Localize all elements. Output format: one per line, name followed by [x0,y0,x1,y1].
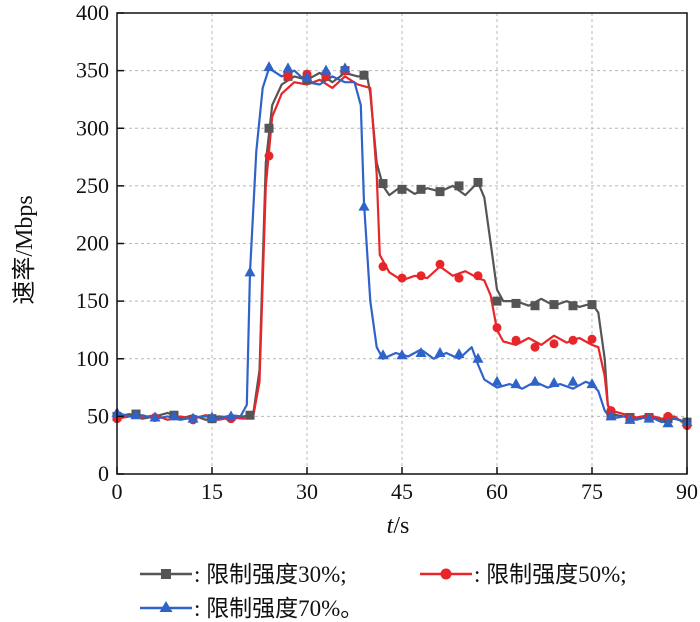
grid-lines [117,13,687,474]
data-point-70 [510,378,522,389]
x-tick-label: 15 [201,479,223,504]
data-point-70 [662,417,674,428]
data-point-70 [567,375,579,386]
x-tick-label: 60 [486,479,508,504]
data-point-50 [663,411,673,421]
axis-ticks: 0 15 30 45 60 75 90 0 50 100 150 200 250 300 350 400 [76,0,698,504]
data-point-30 [568,301,578,311]
y-tick-label: 300 [76,115,109,140]
data-point-30 [587,300,597,310]
data-point-50 [435,259,445,269]
legend-marker-circle [440,568,452,580]
data-point-30 [435,187,445,197]
data-point-30 [378,179,388,189]
data-point-30 [530,301,540,311]
data-point-70 [548,376,560,387]
legend-marker-square [161,569,171,579]
data-point-30 [454,181,464,191]
data-point-70 [282,62,294,73]
x-axis-title: t/s [387,513,410,539]
data-point-50 [378,262,388,272]
data-point-70 [206,411,218,422]
x-axis-title-variable: t [387,513,395,539]
y-axis-title: 速率/Mbps [11,195,38,304]
data-point-30 [492,296,502,306]
data-point-50 [549,339,559,349]
data-point-70 [605,410,617,421]
data-point-70 [396,349,408,360]
data-point-50 [397,273,407,283]
legend-label-70: : 限制强度70%。 [194,596,363,621]
y-tick-label: 50 [87,403,109,428]
data-point-70 [415,346,427,357]
data-point-70 [529,375,541,386]
data-point-30 [511,298,521,308]
data-point-70 [491,375,503,386]
x-tick-label: 90 [676,479,698,504]
legend-label-50: : 限制强度50%; [474,562,627,587]
y-tick-label: 400 [76,0,109,25]
data-point-70 [320,64,332,75]
data-point-70 [339,62,351,73]
data-point-50 [416,271,426,281]
y-tick-label: 150 [76,288,109,313]
data-point-50 [530,342,540,352]
data-point-70 [263,61,275,72]
x-tick-label: 75 [581,479,603,504]
legend-label-30: : 限制强度30%; [194,562,347,587]
x-tick-label: 0 [112,479,123,504]
legend-entry-50: : 限制强度50%; [420,562,627,587]
data-point-70 [130,409,142,420]
data-point-30 [397,184,407,194]
data-point-50 [264,151,274,161]
data-point-70 [472,352,484,363]
data-point-50 [454,273,464,283]
data-point-70 [643,412,655,423]
data-point-50 [511,335,521,345]
data-point-70 [187,412,199,423]
data-point-70 [301,71,313,82]
data-point-70 [149,411,161,422]
legend: : 限制强度30%; : 限制强度50%; : 限制强度70%。 [140,562,627,621]
data-point-50 [492,323,502,333]
data-point-30 [473,177,483,187]
data-point-70 [358,200,370,211]
y-tick-label: 250 [76,173,109,198]
data-point-50 [568,335,578,345]
x-tick-label: 45 [391,479,413,504]
data-point-70 [244,266,256,277]
data-point-70 [624,413,636,424]
data-point-50 [587,334,597,344]
y-tick-label: 100 [76,346,109,371]
data-point-30 [549,300,559,310]
data-point-30 [264,123,274,133]
data-point-70 [377,349,389,360]
data-point-30 [416,184,426,194]
y-tick-label: 200 [76,231,109,256]
x-tick-label: 30 [296,479,318,504]
data-point-70 [434,346,446,357]
data-point-30 [359,70,369,80]
data-point-30 [245,410,255,420]
data-point-70 [168,410,180,421]
data-point-70 [586,378,598,389]
legend-marker-triangle [159,601,173,612]
y-tick-label: 0 [98,461,109,486]
data-point-70 [225,410,237,421]
legend-entry-70: : 限制强度70%。 [140,596,363,621]
data-point-50 [283,71,293,81]
x-axis-title-unit: /s [393,513,409,539]
data-point-70 [453,348,465,359]
data-point-50 [473,271,483,281]
y-tick-label: 350 [76,58,109,83]
legend-entry-30: : 限制强度30%; [140,562,347,587]
